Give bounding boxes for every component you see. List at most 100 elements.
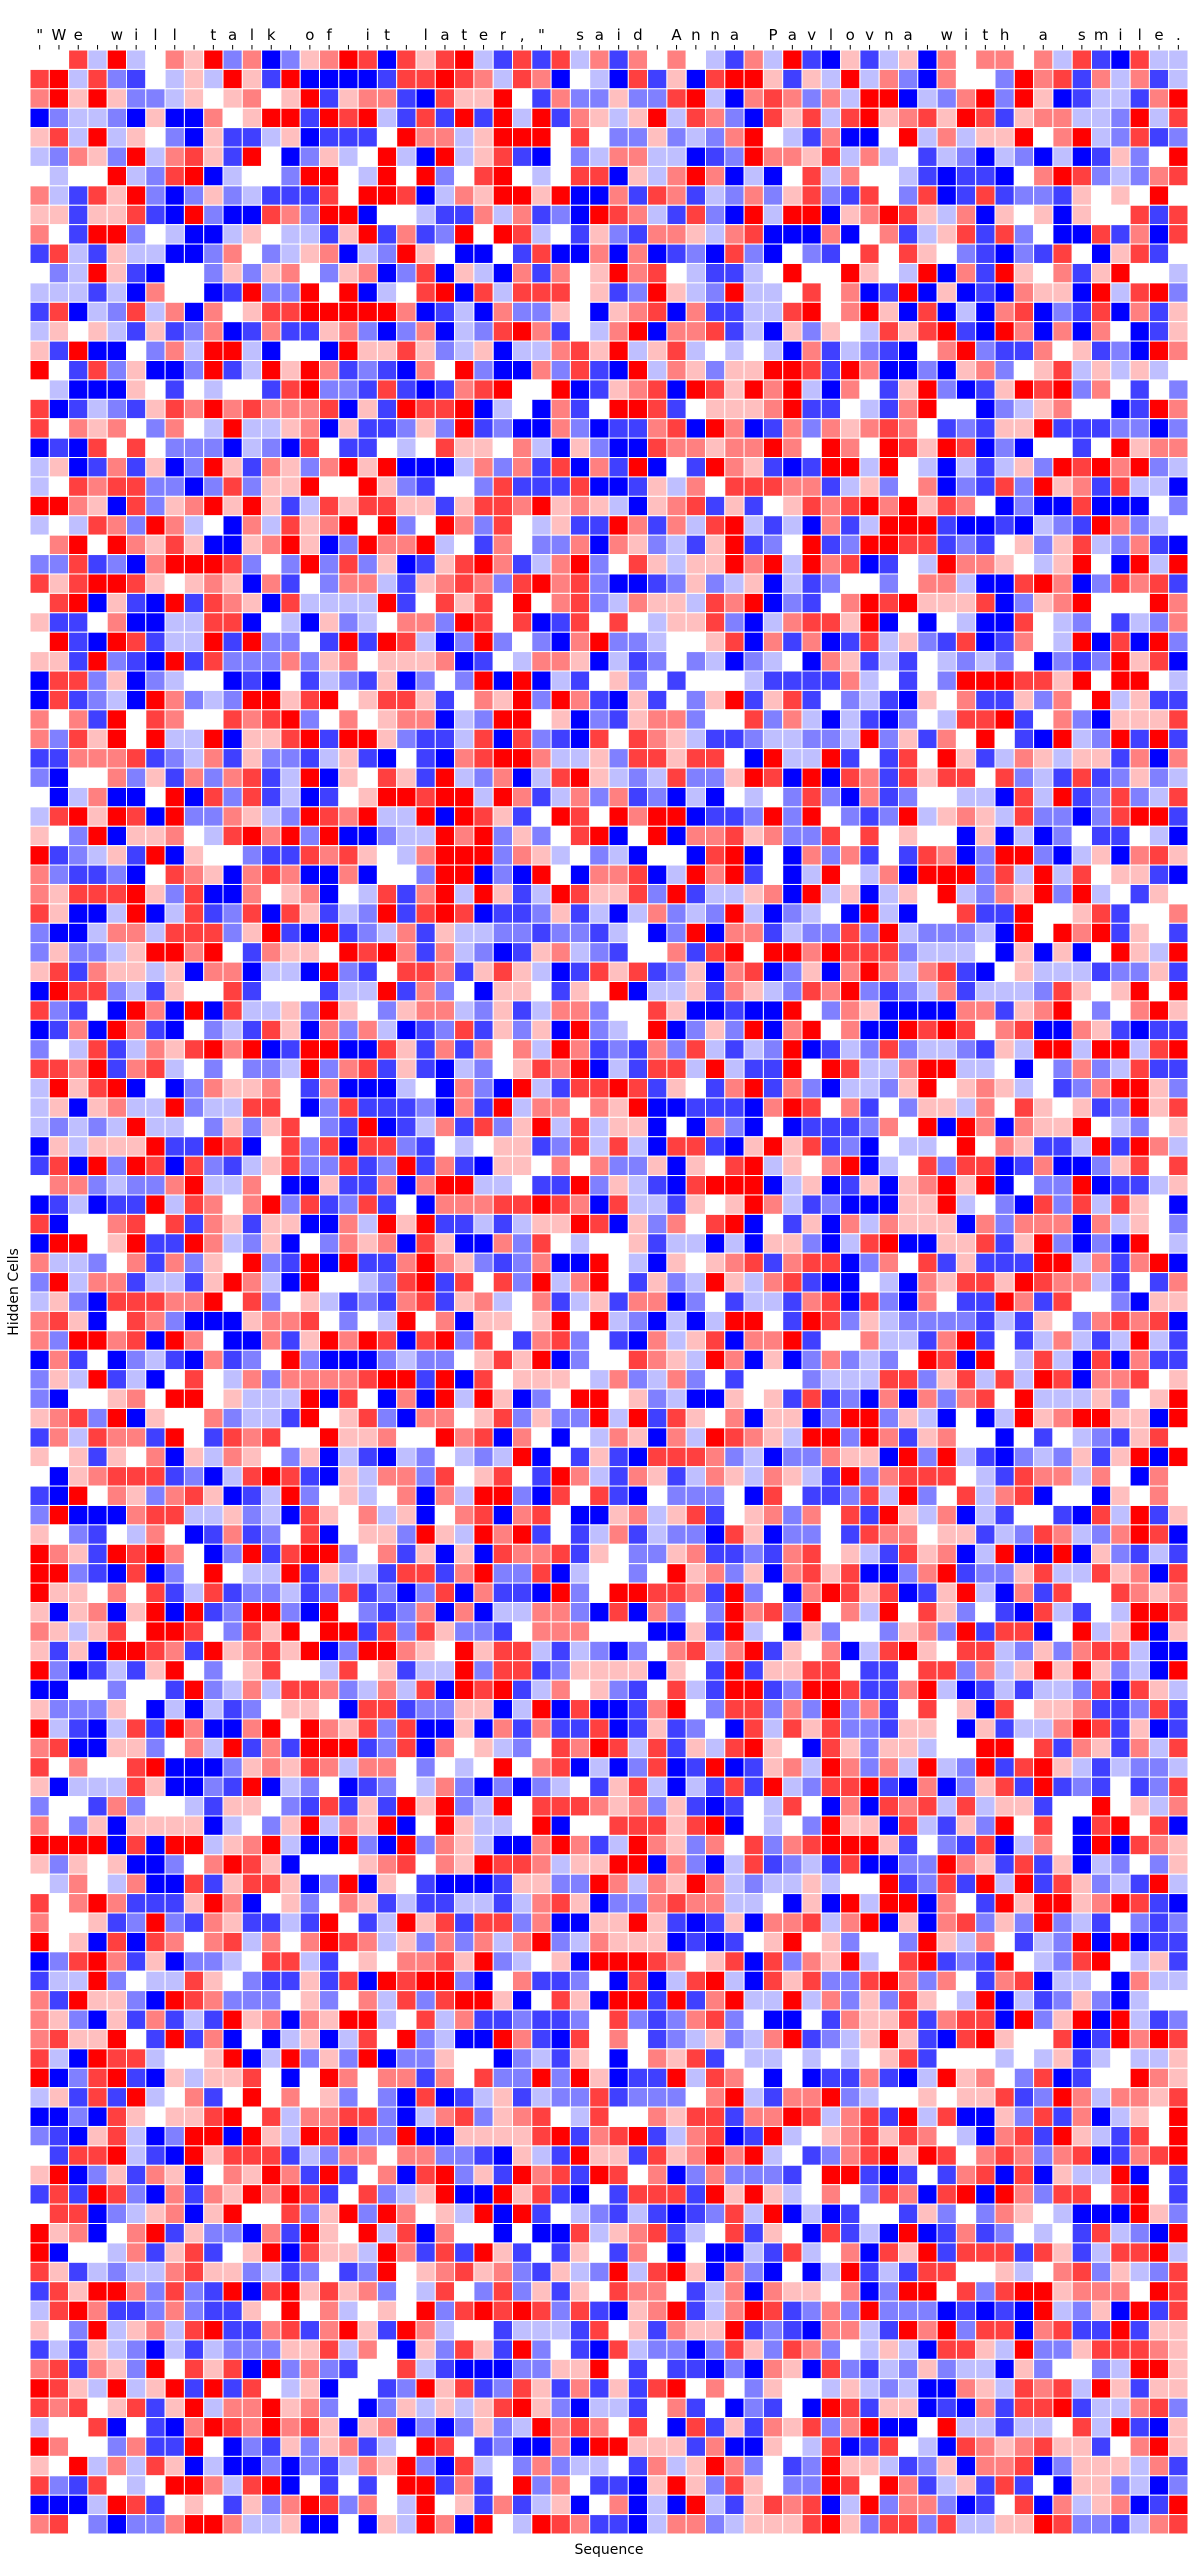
heatmap-cell	[685, 612, 707, 633]
heatmap-cell	[1091, 845, 1112, 866]
heatmap-cell	[319, 1310, 340, 1332]
heatmap-cell	[396, 1543, 417, 1565]
heatmap-cell	[261, 1504, 282, 1526]
heatmap-cell	[878, 1000, 900, 1021]
heatmap-cell	[782, 922, 803, 944]
heatmap-cell	[512, 883, 533, 905]
heatmap-cell	[859, 961, 880, 983]
heatmap-cell	[627, 883, 649, 905]
heatmap-cell	[994, 806, 1015, 827]
heatmap-cell	[376, 1019, 398, 1041]
heatmap-cell	[261, 49, 282, 70]
heatmap-cell	[396, 379, 417, 400]
heatmap-cell	[589, 1175, 610, 1196]
heatmap-cell	[48, 1563, 70, 1584]
heatmap-cell	[762, 748, 784, 769]
heatmap-cell	[454, 1136, 475, 1157]
heatmap-cell	[1013, 845, 1035, 866]
heatmap-cell	[859, 68, 880, 90]
heatmap-cell	[898, 1039, 919, 1060]
heatmap-cell	[898, 1349, 919, 1371]
heatmap-cell	[126, 1291, 147, 1312]
heatmap-cell	[126, 1155, 147, 1177]
heatmap-cell	[569, 689, 591, 711]
heatmap-cell	[48, 360, 70, 381]
heatmap-cell	[1110, 592, 1131, 614]
heatmap-cell	[164, 981, 185, 1002]
heatmap-cell	[608, 1369, 629, 1390]
heatmap-cell	[975, 1504, 996, 1526]
heatmap-cell	[203, 224, 224, 245]
heatmap-cell	[859, 1233, 880, 1254]
heatmap-cell	[994, 1175, 1015, 1196]
heatmap-cell	[569, 1252, 591, 1274]
heatmap-cell	[859, 204, 880, 226]
heatmap-cell	[68, 709, 89, 730]
heatmap-cell	[145, 651, 166, 672]
heatmap-cell	[936, 457, 957, 478]
heatmap-cell	[840, 631, 861, 653]
heatmap-cell	[338, 495, 359, 517]
heatmap-cell	[859, 825, 880, 847]
heatmap-cell	[183, 1019, 205, 1041]
heatmap-cell	[87, 476, 108, 497]
heatmap-cell	[1110, 631, 1131, 653]
heatmap-cell	[1091, 728, 1112, 750]
heatmap-cell	[492, 806, 514, 827]
heatmap-cell	[319, 825, 340, 847]
heatmap-cell	[241, 1252, 263, 1274]
heatmap-cell	[1091, 961, 1112, 983]
heatmap-cell	[666, 1291, 687, 1312]
heatmap-cell	[589, 340, 610, 361]
heatmap-cell	[241, 1310, 263, 1332]
heatmap-cell	[68, 922, 89, 944]
heatmap-cell	[801, 127, 822, 148]
heatmap-cell	[550, 457, 571, 478]
heatmap-cell	[126, 1543, 147, 1565]
heatmap-cell	[743, 903, 764, 924]
heatmap-cell	[1013, 1272, 1035, 1293]
heatmap-cell	[782, 1369, 803, 1390]
heatmap-cell	[222, 1602, 243, 1623]
heatmap-cell	[454, 651, 475, 672]
heatmap-cell	[550, 1116, 571, 1138]
heatmap-cell	[106, 1272, 127, 1293]
heatmap-cell	[569, 1504, 591, 1526]
heatmap-cell	[1148, 1136, 1170, 1157]
heatmap-cell	[492, 573, 514, 594]
heatmap-cell	[106, 631, 127, 653]
heatmap-cell	[87, 224, 108, 245]
heatmap-cell	[724, 1252, 745, 1274]
heatmap-cell	[936, 631, 957, 653]
heatmap-cell	[1052, 418, 1073, 439]
heatmap-cell	[183, 243, 205, 264]
heatmap-cell	[415, 961, 436, 983]
heatmap-cell	[859, 1524, 880, 1545]
heatmap-cell	[1129, 1582, 1150, 1603]
heatmap-cell	[666, 1369, 687, 1390]
heatmap-cell	[241, 1485, 263, 1506]
heatmap-cell	[1071, 651, 1092, 672]
heatmap-cell	[1033, 68, 1054, 90]
heatmap-cell	[724, 457, 745, 478]
heatmap-cell	[724, 786, 745, 808]
heatmap-cell	[376, 88, 398, 109]
heatmap-cell	[1052, 457, 1073, 478]
heatmap-cell	[68, 728, 89, 750]
heatmap-cell	[241, 942, 263, 963]
heatmap-cell	[512, 437, 533, 459]
heatmap-cell	[898, 1291, 919, 1312]
heatmap-cell	[1071, 1369, 1092, 1390]
heatmap-cell	[1110, 1427, 1131, 1448]
heatmap-cell	[1148, 670, 1170, 691]
heatmap-cell	[1033, 1524, 1054, 1545]
heatmap-cell	[1071, 825, 1092, 847]
heatmap-cell	[589, 631, 610, 653]
heatmap-cell	[840, 204, 861, 226]
heatmap-cell	[87, 1485, 108, 1506]
heatmap-cell	[550, 728, 571, 750]
heatmap-cell	[492, 515, 514, 536]
heatmap-cell	[589, 554, 610, 575]
heatmap-cell	[454, 204, 475, 226]
heatmap-cell	[1071, 1349, 1092, 1371]
